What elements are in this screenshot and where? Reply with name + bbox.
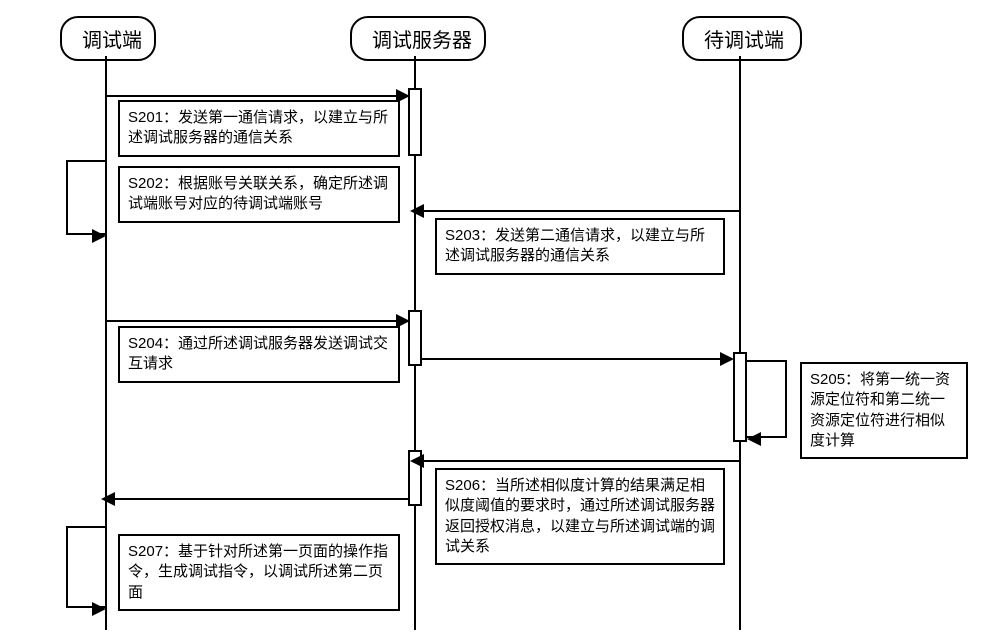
arrow-s206-b	[113, 498, 408, 500]
arrow-head-s205	[747, 432, 761, 446]
participant-label: 调试服务器	[372, 30, 472, 52]
message-s202: S202：根据账号关联关系，确定所述调试端账号对应的待调试端账号	[118, 166, 400, 223]
arrow-head-s204-b	[720, 352, 734, 366]
message-label: S207：基于针对所述第一页面的操作指令，生成调试指令，以调试所述第二页面	[128, 543, 388, 601]
message-label: S202：根据账号关联关系，确定所述调试端账号对应的待调试端账号	[128, 175, 388, 212]
activation-server-2	[408, 310, 422, 366]
message-label: S204：通过所述调试服务器发送调试交互请求	[128, 335, 388, 372]
message-s201: S201：发送第一通信请求，以建立与所述调试服务器的通信关系	[118, 100, 400, 157]
self-loop-s205	[747, 360, 787, 438]
message-s207: S207：基于针对所述第一页面的操作指令，生成调试指令，以调试所述第二页面	[118, 534, 400, 611]
arrow-head-s207	[92, 602, 106, 616]
arrow-head-s206-b	[101, 492, 115, 506]
arrow-head-s203	[410, 204, 424, 218]
arrow-s204-b	[422, 358, 726, 360]
message-label: S201：发送第一通信请求，以建立与所述调试服务器的通信关系	[128, 109, 388, 146]
message-s204: S204：通过所述调试服务器发送调试交互请求	[118, 326, 400, 383]
message-label: S205：将第一统一资源定位符和第二统一资源定位符进行相似度计算	[810, 371, 950, 449]
arrow-head-s206-a	[410, 454, 424, 468]
participant-label: 调试端	[82, 30, 142, 52]
participant-client: 调试端	[60, 16, 156, 61]
message-label: S206：当所述相似度计算的结果满足相似度阈值的要求时，通过所述调试服务器返回授…	[445, 477, 715, 555]
self-loop-s207	[66, 526, 106, 608]
activation-target-1	[733, 352, 747, 442]
lifeline-target	[739, 56, 741, 630]
activation-server-1	[408, 88, 422, 156]
message-label: S203：发送第二通信请求，以建立与所述调试服务器的通信关系	[445, 227, 705, 264]
arrow-head-s202	[92, 229, 106, 243]
participant-server: 调试服务器	[350, 16, 486, 61]
participant-label: 待调试端	[704, 30, 784, 52]
arrow-s201	[106, 95, 402, 97]
participant-target: 待调试端	[682, 16, 802, 61]
arrow-s204-a	[106, 320, 402, 322]
arrow-s206-a	[422, 460, 740, 462]
message-s206: S206：当所述相似度计算的结果满足相似度阈值的要求时，通过所述调试服务器返回授…	[435, 468, 725, 565]
self-loop-s202	[66, 160, 106, 235]
message-s205: S205：将第一统一资源定位符和第二统一资源定位符进行相似度计算	[800, 362, 968, 459]
arrow-s203	[422, 210, 740, 212]
message-s203: S203：发送第二通信请求，以建立与所述调试服务器的通信关系	[435, 218, 725, 275]
